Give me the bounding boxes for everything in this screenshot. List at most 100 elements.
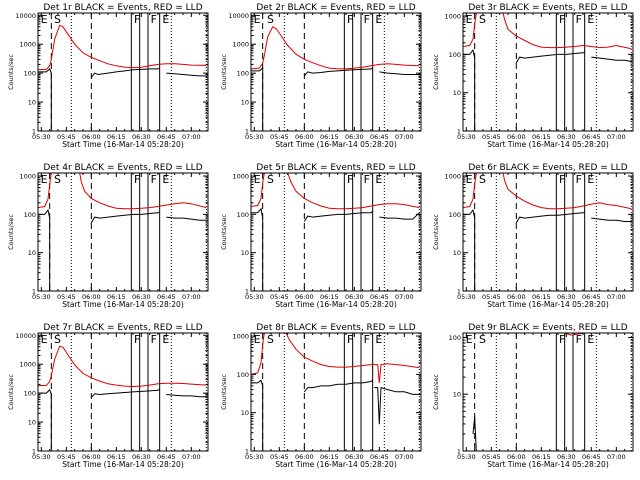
events-series-line	[472, 416, 477, 451]
x-tick-label: 05:45	[57, 453, 76, 461]
event-marker: E	[587, 333, 594, 346]
y-tick-label: 10	[241, 249, 249, 257]
event-marker: E	[254, 333, 261, 346]
event-marker: F	[364, 333, 370, 346]
event-marker: F	[151, 173, 157, 186]
y-axis-label: Counts/sec	[7, 214, 15, 250]
y-tick-label: 1000	[444, 13, 461, 21]
event-marker: F	[151, 13, 157, 26]
y-tick-label: 10000	[15, 332, 36, 340]
x-tick-label: 05:30	[32, 453, 51, 461]
x-tick-label: 05:45	[57, 293, 76, 301]
event-marker: S	[54, 13, 61, 26]
y-axis-label: Counts/sec	[7, 374, 15, 410]
event-marker: E	[254, 13, 261, 26]
event-marker: F	[347, 333, 353, 346]
events-series-line	[38, 388, 52, 451]
y-tick-label: 1000	[444, 173, 461, 181]
event-marker: S	[54, 333, 61, 346]
x-tick-label: 05:30	[457, 453, 476, 461]
x-tick-label: 07:00	[395, 453, 414, 461]
x-tick-label: 06:45	[370, 453, 389, 461]
x-tick-label: 06:30	[345, 133, 364, 141]
lld-series-line	[251, 333, 420, 383]
panel-title: Det 8r BLACK = Events, RED = LLD	[256, 323, 415, 333]
event-marker: F	[134, 173, 140, 186]
plot-frame	[37, 12, 209, 132]
y-tick-label: 1000	[232, 41, 249, 49]
x-tick-label: 06:30	[132, 453, 151, 461]
x-tick-label: 06:15	[107, 293, 126, 301]
event-marker: F	[364, 173, 370, 186]
events-series-line	[38, 208, 51, 291]
events-series-line	[591, 217, 632, 222]
plot-frame	[462, 172, 634, 292]
y-tick-label: 10	[28, 419, 36, 427]
panel-title: Det 2r BLACK = Events, RED = LLD	[256, 3, 415, 13]
x-tick-label: 06:15	[532, 453, 551, 461]
y-tick-label: 10000	[228, 12, 249, 20]
lld-series-line	[38, 24, 207, 71]
y-tick-label: 100	[449, 211, 461, 219]
y-tick-label: 10	[241, 99, 249, 107]
y-tick-label: 1	[32, 128, 36, 136]
x-tick-label: 05:30	[457, 293, 476, 301]
x-tick-label: 06:00	[507, 293, 526, 301]
event-marker: E	[162, 13, 169, 26]
event-marker: S	[267, 173, 274, 186]
x-tick-label: 05:30	[245, 293, 264, 301]
lld-series-line	[463, 13, 632, 50]
panel-title: Det 9r BLACK = Events, RED = LLD	[468, 323, 627, 333]
x-tick-label: 06:00	[295, 133, 314, 141]
events-series-line	[463, 208, 476, 291]
x-tick-label: 07:00	[182, 453, 201, 461]
plot-frame	[462, 12, 634, 132]
y-tick-label: 100	[237, 211, 249, 219]
events-series-line	[515, 211, 585, 224]
x-tick-label: 05:30	[32, 293, 51, 301]
y-tick-label: 100	[24, 70, 36, 78]
x-tick-label: 06:15	[320, 293, 339, 301]
panel-title: Det 6r BLACK = Events, RED = LLD	[468, 163, 627, 173]
event-marker: F	[559, 333, 565, 346]
x-tick-label: 06:15	[107, 453, 126, 461]
events-series-line	[515, 51, 585, 64]
plot-frame	[250, 332, 422, 452]
events-series-line	[374, 386, 420, 425]
x-axis-label: Start Time (16-Mar-14 05:28:20)	[62, 460, 184, 469]
y-tick-label: 100	[24, 390, 36, 398]
plot-frame	[250, 12, 422, 132]
x-tick-label: 06:45	[582, 453, 601, 461]
event-marker: E	[162, 173, 169, 186]
y-tick-label: 1	[32, 288, 36, 296]
y-tick-label: 1	[245, 288, 249, 296]
y-tick-label: 10	[28, 249, 36, 257]
y-tick-label: 10	[28, 99, 36, 107]
lld-series-line	[38, 345, 207, 388]
x-tick-label: 06:45	[582, 293, 601, 301]
event-marker: S	[267, 333, 274, 346]
x-tick-label: 06:15	[320, 453, 339, 461]
event-marker: E	[587, 173, 594, 186]
x-tick-label: 06:30	[557, 133, 576, 141]
events-series-line	[251, 67, 264, 131]
x-tick-label: 05:45	[482, 293, 501, 301]
event-marker: F	[576, 13, 582, 26]
x-tick-label: 06:00	[82, 293, 101, 301]
x-tick-label: 06:45	[370, 293, 389, 301]
y-tick-label: 100	[449, 334, 461, 342]
plot-frame	[37, 172, 209, 292]
event-marker: S	[479, 333, 486, 346]
y-tick-label: 1	[457, 448, 461, 456]
x-tick-label: 05:30	[32, 133, 51, 141]
lld-series-line	[251, 173, 420, 210]
panel-title: Det 5r BLACK = Events, RED = LLD	[256, 163, 415, 173]
events-series-line	[463, 48, 476, 131]
x-tick-label: 07:00	[395, 293, 414, 301]
